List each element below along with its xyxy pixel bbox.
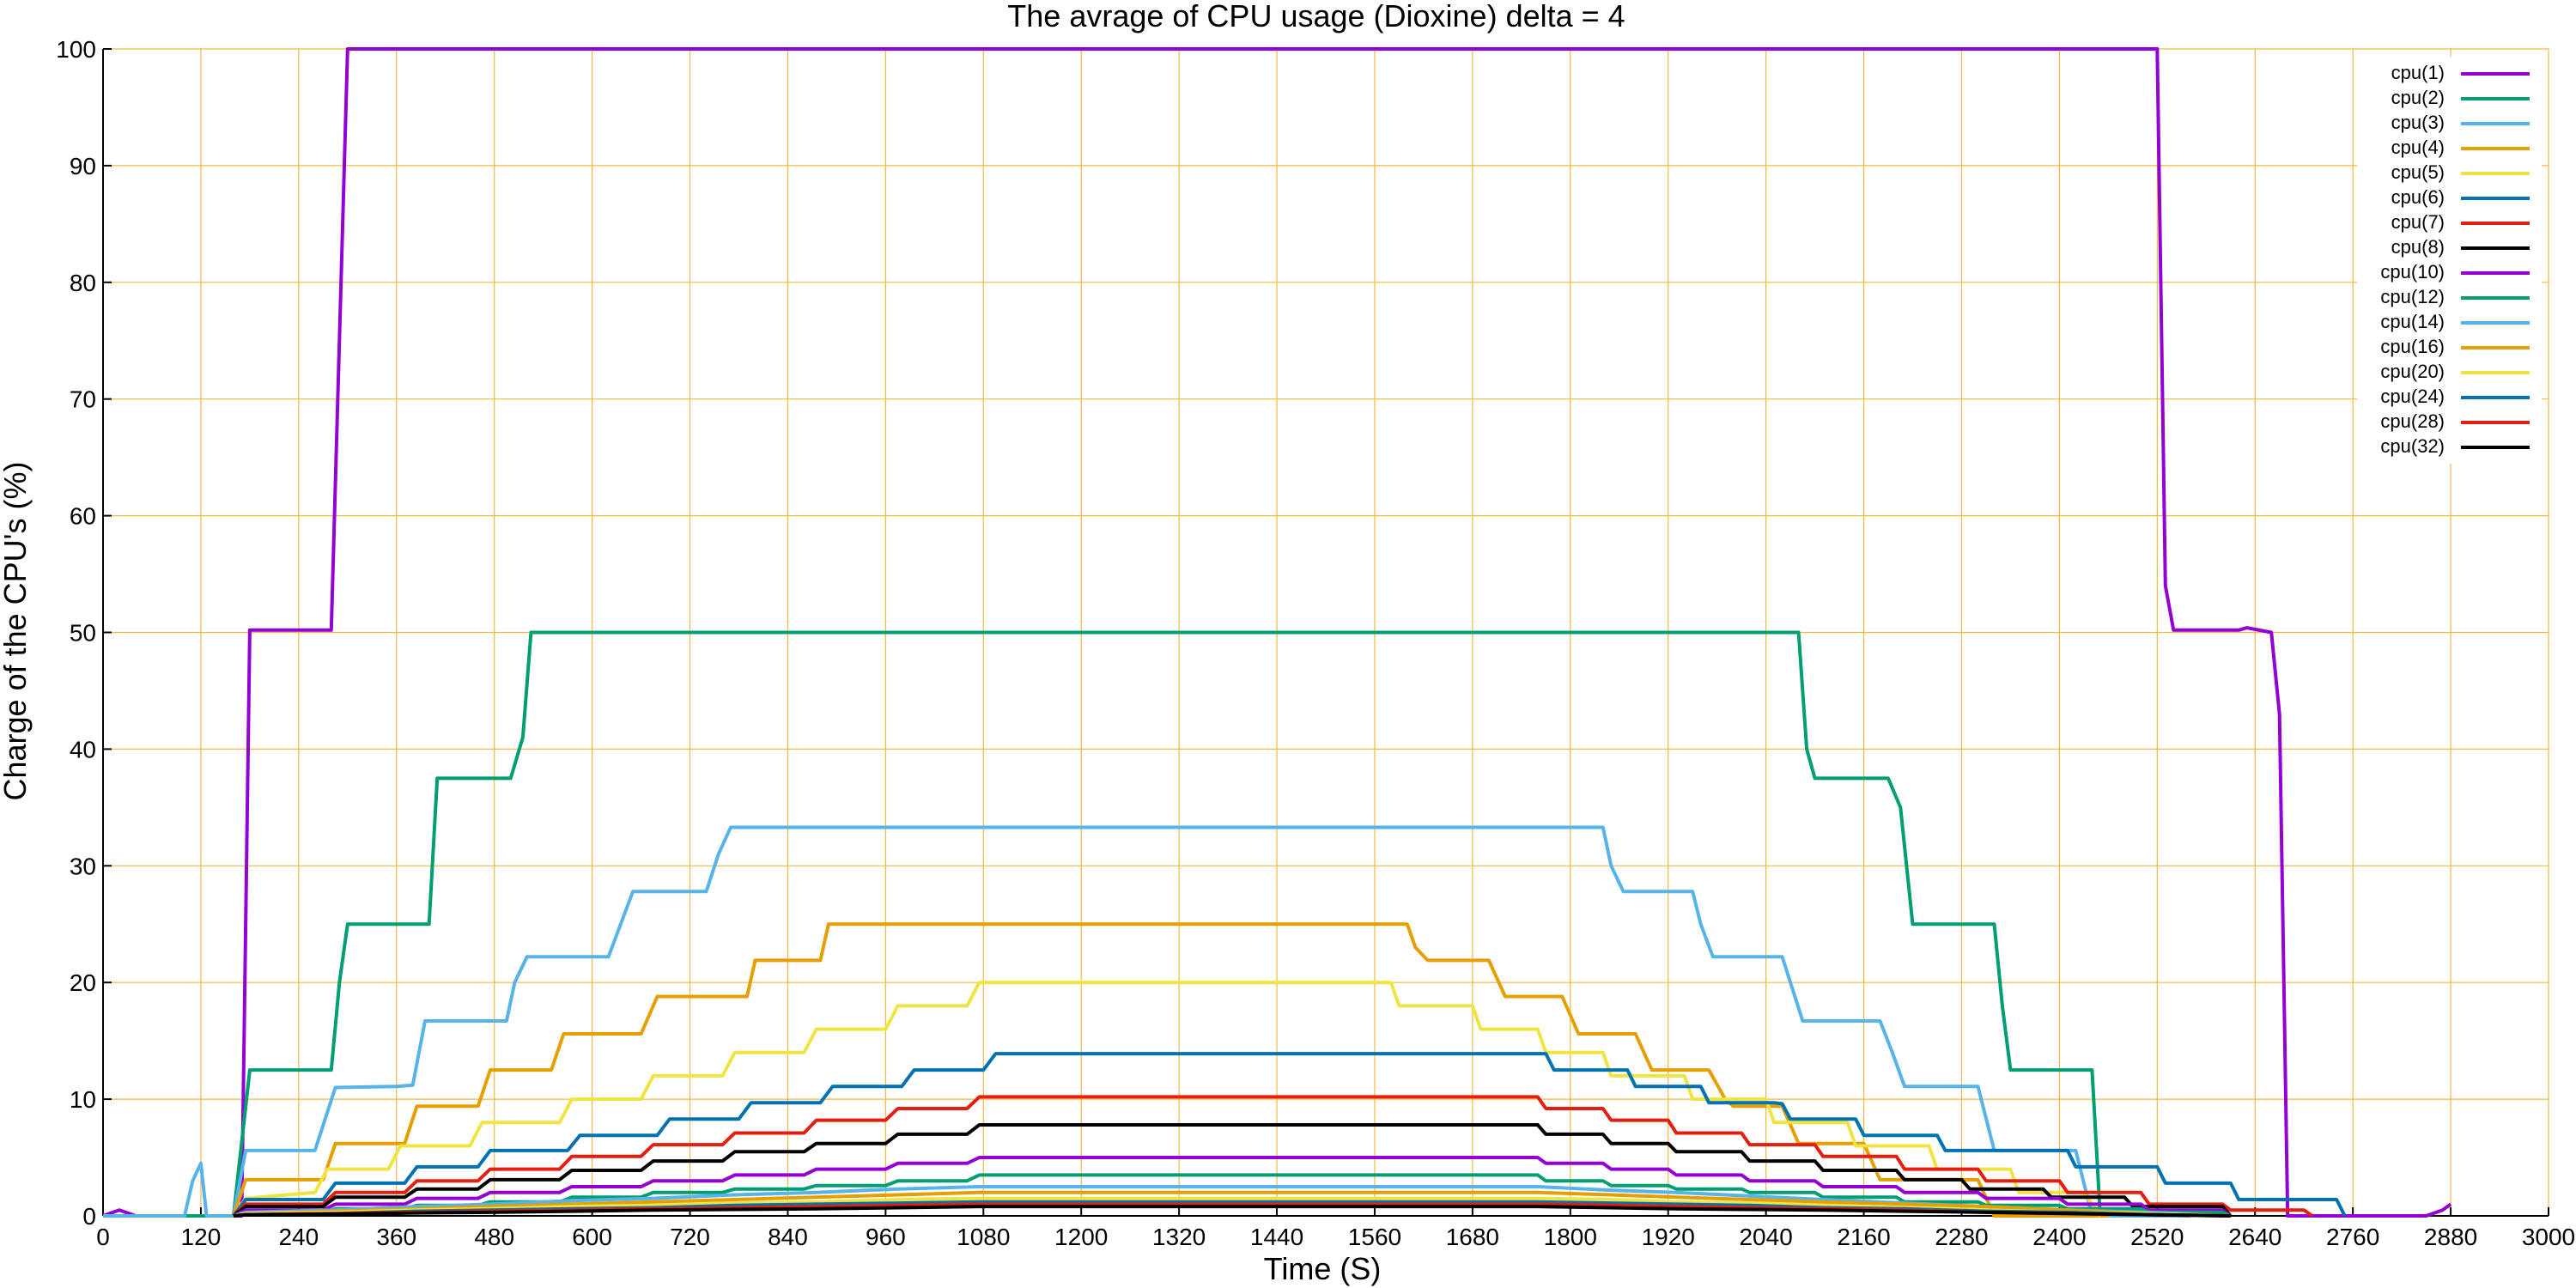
legend-label: cpu(1): [2391, 62, 2445, 83]
y-tick-label: 20: [70, 969, 96, 996]
x-tick-label: 0: [96, 1224, 110, 1250]
legend-label: cpu(24): [2380, 386, 2445, 407]
x-tick-label: 2880: [2424, 1224, 2477, 1250]
series-lines: [102, 47, 2452, 1218]
legend-label: cpu(32): [2380, 435, 2445, 457]
legend: cpu(1) cpu(2) cpu(3) cpu(4) cpu(5) cpu(6) cpu(…: [2357, 57, 2542, 464]
y-tick-label: 60: [70, 503, 96, 530]
y-tick-label: 70: [70, 386, 96, 413]
series-line-3: [232, 922, 2109, 1218]
x-tick-label: 1440: [1250, 1224, 1303, 1250]
series-line-7: [232, 1123, 2233, 1218]
x-tick-label: 1080: [957, 1224, 1010, 1250]
legend-label: cpu(4): [2391, 137, 2445, 158]
legend-label: cpu(3): [2391, 112, 2445, 133]
x-tick-labels: 0 120 240 360 480 600 720 840 960 1080 1200 1320 144…: [96, 1224, 2575, 1250]
series-line-4: [232, 981, 2102, 1218]
y-tick-label: 100: [56, 36, 96, 63]
x-tick-label: 960: [866, 1224, 906, 1250]
series-line-2: [103, 825, 2190, 1218]
legend-label: cpu(7): [2391, 211, 2445, 233]
legend-label: cpu(16): [2380, 336, 2445, 357]
x-tick-label: 2640: [2228, 1224, 2281, 1250]
x-tick-label: 2760: [2326, 1224, 2379, 1250]
x-tick-label: 1200: [1054, 1224, 1108, 1250]
y-tick-label: 30: [70, 853, 96, 879]
chart-title: The avrage of CPU usage (Dioxine) delta …: [1007, 0, 1625, 33]
x-tick-label: 2160: [1837, 1224, 1890, 1250]
x-axis-label: Time (S): [1264, 1251, 1382, 1286]
x-tick-label: 1320: [1152, 1224, 1206, 1250]
x-tick-label: 840: [768, 1224, 808, 1250]
legend-label: cpu(8): [2391, 236, 2445, 258]
series-line-1: [103, 630, 2182, 1218]
legend-label: cpu(10): [2380, 261, 2445, 283]
x-tick-label: 1560: [1348, 1224, 1401, 1250]
series-line-15: [233, 1205, 2231, 1218]
y-tick-label: 10: [70, 1086, 96, 1113]
x-tick-label: 2400: [2032, 1224, 2086, 1250]
y-tick-label: 90: [70, 153, 96, 179]
series-line-8: [233, 1156, 2232, 1218]
y-tick-label: 40: [70, 736, 96, 762]
y-tick-label: 80: [70, 270, 96, 296]
x-tick-label: 600: [572, 1224, 612, 1250]
y-tick-label: 0: [82, 1203, 96, 1230]
x-tick-label: 240: [278, 1224, 319, 1250]
y-tick-labels: 0 10 20 30 40 50 60 70 80 90 100: [56, 36, 96, 1230]
y-tick-label: 50: [70, 620, 96, 647]
x-tick-label: 1680: [1446, 1224, 1499, 1250]
x-tick-label: 360: [376, 1224, 416, 1250]
legend-label: cpu(5): [2391, 161, 2445, 183]
legend-label: cpu(2): [2391, 87, 2445, 108]
series-line-6: [232, 1095, 2313, 1218]
y-axis-label: Charge of the CPU's (%): [0, 461, 33, 800]
legend-label: cpu(14): [2380, 311, 2445, 332]
x-tick-label: 1800: [1544, 1224, 1597, 1250]
x-tick-label: 2280: [1935, 1224, 1988, 1250]
legend-label: cpu(28): [2380, 410, 2445, 432]
x-tick-label: 3000: [2522, 1224, 2575, 1250]
x-tick-label: 720: [670, 1224, 710, 1250]
x-tick-label: 1920: [1642, 1224, 1695, 1250]
legend-label: cpu(20): [2380, 361, 2445, 382]
series-line-5: [232, 1052, 2347, 1218]
x-tick-label: 2040: [1739, 1224, 1792, 1250]
legend-label: cpu(6): [2391, 186, 2445, 208]
legend-label: cpu(12): [2380, 286, 2445, 307]
x-tick-label: 480: [474, 1224, 514, 1250]
x-tick-label: 120: [181, 1224, 222, 1250]
x-tick-label: 2520: [2130, 1224, 2184, 1250]
